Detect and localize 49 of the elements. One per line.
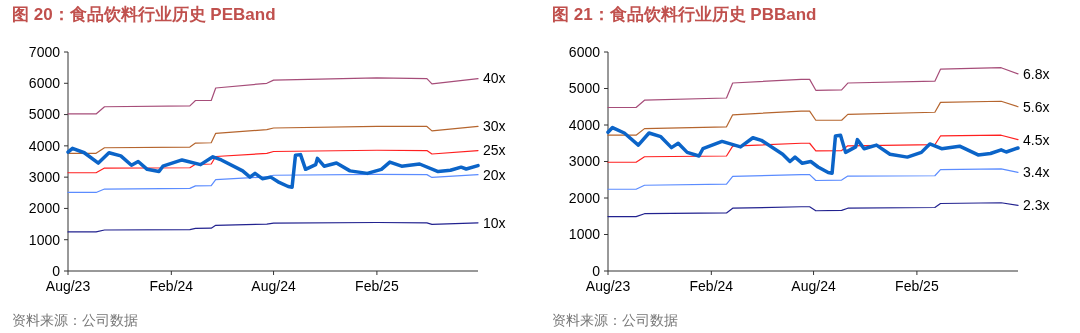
line-series (67, 221, 479, 233)
x-tick-label: Feb/25 (355, 278, 399, 294)
y-tick-label: 4000 (28, 137, 61, 154)
y-tick-label: 3000 (568, 153, 601, 170)
line-series (67, 173, 479, 194)
series-label: 2.3x (1023, 197, 1050, 214)
series-label: 10x (483, 214, 506, 231)
line-series (67, 149, 479, 174)
y-tick-label: 1000 (568, 226, 601, 243)
y-tick-label: 6000 (28, 75, 61, 92)
series-label: 20x (483, 166, 506, 183)
y-tick-label: 7000 (28, 43, 61, 60)
x-tick-label: Feb/25 (895, 278, 939, 294)
y-tick-label: 0 (52, 262, 61, 279)
y-tick-label: 4000 (568, 116, 601, 133)
x-tick-label: Aug/24 (791, 278, 836, 294)
line-series (607, 67, 1019, 109)
series-label: 30x (483, 118, 506, 135)
chart-title: 图 21：食品饮料行业历史 PBBand (552, 5, 817, 24)
line-series (607, 134, 1019, 163)
x-tick-label: Aug/23 (585, 278, 631, 294)
line-series (67, 125, 479, 154)
y-tick-label: 2000 (568, 189, 601, 206)
series-label: 3.4x (1023, 164, 1050, 181)
y-tick-label: 6000 (568, 43, 601, 60)
line-series (607, 168, 1019, 190)
line-series (606, 125, 1020, 175)
chart-title: 图 20：食品饮料行业历史 PEBand (12, 5, 276, 24)
series-label: 25x (483, 142, 506, 159)
x-tick-label: Aug/24 (251, 278, 296, 294)
y-tick-label: 1000 (28, 231, 61, 248)
line-series (67, 77, 479, 115)
x-tick-label: Aug/23 (45, 278, 91, 294)
series-label: 40x (483, 70, 506, 87)
y-tick-label: 2000 (28, 200, 61, 217)
line-series (607, 202, 1019, 218)
series-label: 4.5x (1023, 131, 1050, 148)
line-series (607, 100, 1019, 136)
series-label: 6.8x (1023, 65, 1050, 82)
x-tick-label: Feb/24 (149, 278, 194, 294)
y-tick-label: 5000 (568, 80, 601, 97)
y-tick-label: 5000 (28, 106, 61, 123)
y-tick-label: 0 (592, 262, 601, 279)
y-tick-label: 3000 (28, 169, 61, 186)
series-label: 5.6x (1023, 98, 1050, 115)
text: 资料来源：公司数据 (12, 312, 138, 328)
x-tick-label: Feb/24 (689, 278, 734, 294)
line-series (66, 146, 480, 189)
text: 资料来源：公司数据 (552, 312, 678, 328)
